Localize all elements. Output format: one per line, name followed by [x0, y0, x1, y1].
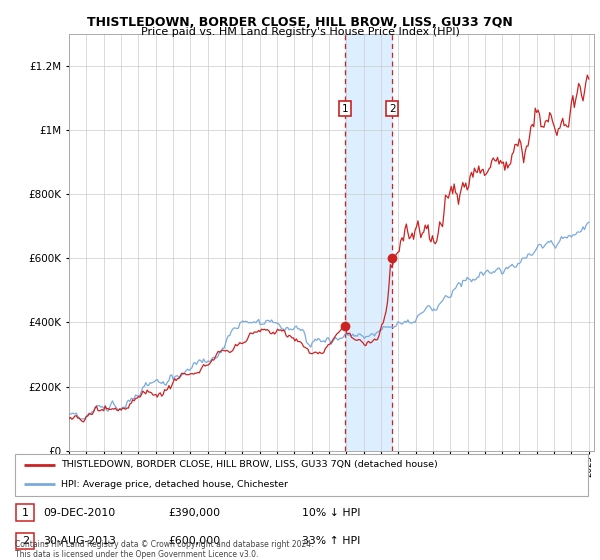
Text: THISTLEDOWN, BORDER CLOSE, HILL BROW, LISS, GU33 7QN: THISTLEDOWN, BORDER CLOSE, HILL BROW, LI… — [87, 16, 513, 29]
Text: Contains HM Land Registry data © Crown copyright and database right 2024.
This d: Contains HM Land Registry data © Crown c… — [15, 540, 314, 559]
Text: 1: 1 — [22, 507, 29, 517]
Text: 33% ↑ HPI: 33% ↑ HPI — [302, 536, 360, 546]
Text: 30-AUG-2013: 30-AUG-2013 — [44, 536, 116, 546]
Text: 09-DEC-2010: 09-DEC-2010 — [44, 507, 116, 517]
Text: 10% ↓ HPI: 10% ↓ HPI — [302, 507, 360, 517]
Text: HPI: Average price, detached house, Chichester: HPI: Average price, detached house, Chic… — [61, 480, 288, 489]
Text: £390,000: £390,000 — [169, 507, 221, 517]
Text: 2: 2 — [22, 536, 29, 546]
Text: 2: 2 — [389, 104, 395, 114]
Text: 1: 1 — [341, 104, 348, 114]
Text: £600,000: £600,000 — [169, 536, 221, 546]
Text: Price paid vs. HM Land Registry's House Price Index (HPI): Price paid vs. HM Land Registry's House … — [140, 27, 460, 37]
FancyBboxPatch shape — [16, 533, 34, 549]
Text: THISTLEDOWN, BORDER CLOSE, HILL BROW, LISS, GU33 7QN (detached house): THISTLEDOWN, BORDER CLOSE, HILL BROW, LI… — [61, 460, 437, 469]
FancyBboxPatch shape — [16, 505, 34, 521]
Bar — [345, 34, 392, 451]
FancyBboxPatch shape — [15, 454, 588, 496]
